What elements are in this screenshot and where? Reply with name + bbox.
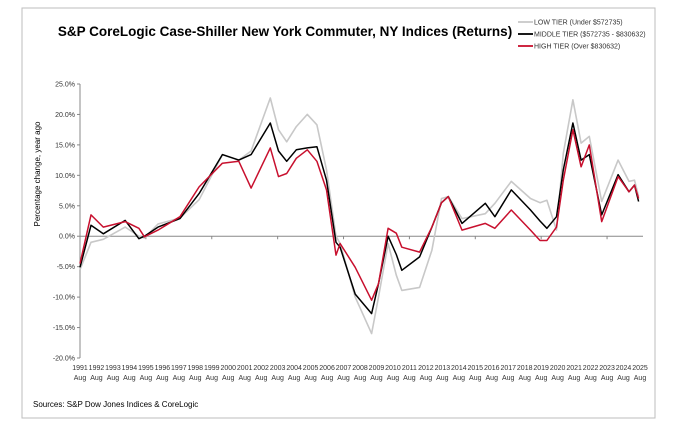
x-tick-label-month: Aug xyxy=(140,375,153,382)
series-line-low-tier xyxy=(79,97,640,335)
x-tick-label-month: Aug xyxy=(156,375,169,382)
x-tick-label-year: 2025 xyxy=(632,365,648,372)
x-tick-label-month: Aug xyxy=(288,375,301,382)
y-tick-label: 20.0% xyxy=(55,112,75,119)
x-tick-label-year: 1991 xyxy=(72,365,88,372)
x-tick-label-year: 2009 xyxy=(369,365,385,372)
x-tick-label-month: Aug xyxy=(551,375,564,382)
x-tick-label-month: Aug xyxy=(123,375,136,382)
x-tick-label-month: Aug xyxy=(107,375,120,382)
y-tick-label: -20.0% xyxy=(53,356,75,363)
series-line-high-tier xyxy=(79,128,640,301)
x-tick-label-month: Aug xyxy=(486,375,499,382)
x-tick-label-year: 2011 xyxy=(402,365,417,372)
x-tick-label-month: Aug xyxy=(568,375,581,382)
x-tick-label-month: Aug xyxy=(74,375,87,382)
legend-label: LOW TIER (Under $572735) xyxy=(534,20,623,27)
x-tick-label-year: 2019 xyxy=(533,365,549,372)
x-tick-label-month: Aug xyxy=(403,375,416,382)
x-tick-label-year: 2014 xyxy=(451,365,467,372)
x-tick-label-month: Aug xyxy=(271,375,284,382)
x-tick-label-year: 1998 xyxy=(188,365,204,372)
x-tick-label-year: 1993 xyxy=(105,365,121,372)
x-tick-label-year: 1999 xyxy=(204,365,220,372)
y-axis: -20.0% -15.0% -10.0% -5.0% 0.0% 5.0% 10.0% 15.0… xyxy=(53,82,81,363)
legend: LOW TIER (Under $572735) MIDDLE TIER ($57… xyxy=(518,20,646,51)
x-tick-label-year: 1996 xyxy=(155,365,171,372)
x-tick-label-year: 2016 xyxy=(484,365,500,372)
x-tick-label-month: Aug xyxy=(337,375,350,382)
x-tick-label-year: 2024 xyxy=(616,365,632,372)
x-tick-label-month: Aug xyxy=(222,375,235,382)
x-tick-label-month: Aug xyxy=(354,375,367,382)
x-tick-label-year: 2001 xyxy=(237,365,253,372)
x-tick-label-year: 1995 xyxy=(138,365,154,372)
y-tick-label: 0.0% xyxy=(59,234,75,241)
y-tick-label: 15.0% xyxy=(55,142,75,149)
x-tick-label-year: 2003 xyxy=(270,365,286,372)
y-tick-label: 5.0% xyxy=(59,203,75,210)
y-axis-label: Percentage change, year ago xyxy=(33,121,42,227)
x-tick-label-year: 2012 xyxy=(418,365,434,372)
x-tick-label-year: 2010 xyxy=(385,365,401,372)
x-tick-label-month: Aug xyxy=(617,375,630,382)
legend-label: HIGH TIER (Over $830632) xyxy=(534,44,620,51)
x-tick-label-month: Aug xyxy=(173,375,186,382)
x-tick-label-year: 2002 xyxy=(253,365,269,372)
x-axis: 1991Aug1992Aug1993Aug1994Aug1995Aug1996A… xyxy=(72,235,648,382)
x-tick-label-year: 2007 xyxy=(336,365,352,372)
x-tick-label-month: Aug xyxy=(255,375,268,382)
x-tick-label-month: Aug xyxy=(189,375,202,382)
x-tick-label-year: 2015 xyxy=(468,365,484,372)
x-tick-label-year: 2020 xyxy=(550,365,566,372)
x-tick-label-month: Aug xyxy=(370,375,383,382)
source-note: Sources: S&P Dow Jones Indices & CoreLog… xyxy=(33,400,198,409)
x-tick-label-month: Aug xyxy=(304,375,317,382)
x-tick-label-year: 2006 xyxy=(319,365,335,372)
x-tick-label-month: Aug xyxy=(238,375,251,382)
series-lines xyxy=(79,97,640,335)
x-tick-label-month: Aug xyxy=(420,375,433,382)
chart-frame xyxy=(21,7,656,419)
y-tick-label: -10.0% xyxy=(53,295,75,302)
y-tick-label: -15.0% xyxy=(53,325,75,332)
x-tick-label-month: Aug xyxy=(584,375,597,382)
x-tick-label-year: 2004 xyxy=(286,365,302,372)
y-tick-label: -5.0% xyxy=(57,264,75,271)
x-tick-label-month: Aug xyxy=(601,375,614,382)
x-tick-label-month: Aug xyxy=(387,375,400,382)
x-tick-label-month: Aug xyxy=(206,375,219,382)
x-tick-label-month: Aug xyxy=(436,375,449,382)
x-tick-label-month: Aug xyxy=(518,375,531,382)
x-tick-label-month: Aug xyxy=(535,375,548,382)
x-tick-label-year: 2023 xyxy=(599,365,615,372)
x-tick-label-month: Aug xyxy=(90,375,103,382)
x-tick-label-year: 2021 xyxy=(566,365,582,372)
x-tick-label-year: 1997 xyxy=(171,365,187,372)
x-tick-label-year: 2018 xyxy=(517,365,533,372)
x-tick-label-year: 2005 xyxy=(303,365,319,372)
x-tick-label-month: Aug xyxy=(469,375,482,382)
chart-title: S&P CoreLogic Case-Shiller New York Comm… xyxy=(58,24,512,39)
x-tick-label-year: 2022 xyxy=(583,365,599,372)
x-tick-label-month: Aug xyxy=(634,375,647,382)
x-tick-label-year: 1992 xyxy=(89,365,105,372)
x-tick-label-month: Aug xyxy=(321,375,334,382)
legend-label: MIDDLE TIER ($572735 - $830632) xyxy=(534,32,646,39)
x-tick-label-month: Aug xyxy=(453,375,466,382)
x-tick-label-year: 1994 xyxy=(122,365,138,372)
x-tick-label-month: Aug xyxy=(502,375,515,382)
y-tick-label: 10.0% xyxy=(55,173,75,180)
x-tick-label-year: 2017 xyxy=(500,365,516,372)
x-tick-label-year: 2008 xyxy=(352,365,368,372)
x-tick-label-year: 2000 xyxy=(220,365,236,372)
x-tick-label-year: 2013 xyxy=(435,365,451,372)
y-tick-label: 25.0% xyxy=(55,82,75,89)
